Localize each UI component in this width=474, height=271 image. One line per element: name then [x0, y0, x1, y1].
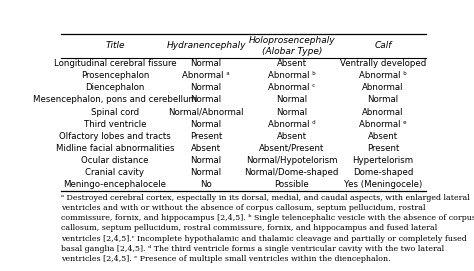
Text: Abnormal ᵇ: Abnormal ᵇ — [268, 71, 316, 80]
Text: Possible: Possible — [274, 180, 309, 189]
Text: ventricles [2,4,5].ᶜ Incomplete hypothalamic and thalamic cleavage and partially: ventricles [2,4,5].ᶜ Incomplete hypothal… — [61, 234, 467, 243]
Text: Olfactory lobes and tracts: Olfactory lobes and tracts — [59, 132, 171, 141]
Text: Dome-shaped: Dome-shaped — [353, 168, 413, 177]
Text: ventricles and with or without the absence of corpus callosum, septum pellucidum: ventricles and with or without the absen… — [61, 204, 426, 212]
Text: basal ganglia [2,4,5]. ᵈ The third ventricle forms a single ventricular cavity w: basal ganglia [2,4,5]. ᵈ The third ventr… — [61, 244, 444, 253]
Text: Mesencephalon, pons and cerebellum: Mesencephalon, pons and cerebellum — [33, 95, 197, 104]
Text: Diencephalon: Diencephalon — [85, 83, 145, 92]
Text: Calf: Calf — [374, 41, 392, 50]
Text: Absent: Absent — [368, 132, 398, 141]
Text: Normal/Abnormal: Normal/Abnormal — [168, 108, 244, 117]
Text: Prosencephalon: Prosencephalon — [81, 71, 149, 80]
Text: Absent/Present: Absent/Present — [259, 144, 325, 153]
Text: Normal/Dome-shaped: Normal/Dome-shaped — [245, 168, 339, 177]
Text: Cranial cavity: Cranial cavity — [85, 168, 145, 177]
Text: Absent: Absent — [191, 144, 221, 153]
Text: Normal: Normal — [276, 108, 307, 117]
Text: Abnormal: Abnormal — [362, 108, 404, 117]
Text: commissure, fornix, and hippocampus [2,4,5]. ᵇ Single telencephalic vesicle with: commissure, fornix, and hippocampus [2,4… — [61, 214, 474, 222]
Text: Meningo-encephalocele: Meningo-encephalocele — [64, 180, 166, 189]
Text: Normal: Normal — [191, 156, 222, 165]
Text: Hypertelorism: Hypertelorism — [353, 156, 414, 165]
Text: Yes (Meningocele): Yes (Meningocele) — [344, 180, 422, 189]
Text: ventricles [2,4,5]. ᵉ Presence of multiple small ventricles within the diencepha: ventricles [2,4,5]. ᵉ Presence of multip… — [61, 254, 391, 263]
Text: Abnormal ᵇ: Abnormal ᵇ — [359, 71, 407, 80]
Text: Title: Title — [105, 41, 125, 50]
Text: callosum, septum pellucidum, rostral commissure, fornix, and hippocampus and fus: callosum, septum pellucidum, rostral com… — [61, 224, 438, 233]
Text: Longitudinal cerebral fissure: Longitudinal cerebral fissure — [54, 59, 176, 68]
Text: Midline facial abnormalities: Midline facial abnormalities — [55, 144, 174, 153]
Text: Abnormal: Abnormal — [362, 83, 404, 92]
Text: Absent: Absent — [277, 132, 307, 141]
Text: Holoprosencephaly
(Alobar Type): Holoprosencephaly (Alobar Type) — [248, 36, 335, 56]
Text: Normal: Normal — [191, 95, 222, 104]
Text: Normal: Normal — [367, 95, 399, 104]
Text: Normal/Hypotelorism: Normal/Hypotelorism — [246, 156, 337, 165]
Text: Abnormal ᵃ: Abnormal ᵃ — [182, 71, 230, 80]
Text: ᵃ Destroyed cerebral cortex, especially in its dorsal, medial, and caudal aspect: ᵃ Destroyed cerebral cortex, especially … — [61, 195, 470, 202]
Text: Present: Present — [367, 144, 399, 153]
Text: Normal: Normal — [276, 95, 307, 104]
Text: Normal: Normal — [191, 59, 222, 68]
Text: No: No — [200, 180, 212, 189]
Text: Abnormal ᶜ: Abnormal ᶜ — [268, 83, 316, 92]
Text: Ventrally developed: Ventrally developed — [340, 59, 426, 68]
Text: Absent: Absent — [277, 59, 307, 68]
Text: Third ventricle: Third ventricle — [83, 120, 146, 129]
Text: Present: Present — [190, 132, 222, 141]
Text: Normal: Normal — [191, 168, 222, 177]
Text: Normal: Normal — [191, 120, 222, 129]
Text: Ocular distance: Ocular distance — [81, 156, 149, 165]
Text: Spinal cord: Spinal cord — [91, 108, 139, 117]
Text: Abnormal ᵈ: Abnormal ᵈ — [268, 120, 316, 129]
Text: Hydranencephaly: Hydranencephaly — [166, 41, 246, 50]
Text: Abnormal ᵉ: Abnormal ᵉ — [359, 120, 407, 129]
Text: Normal: Normal — [191, 83, 222, 92]
